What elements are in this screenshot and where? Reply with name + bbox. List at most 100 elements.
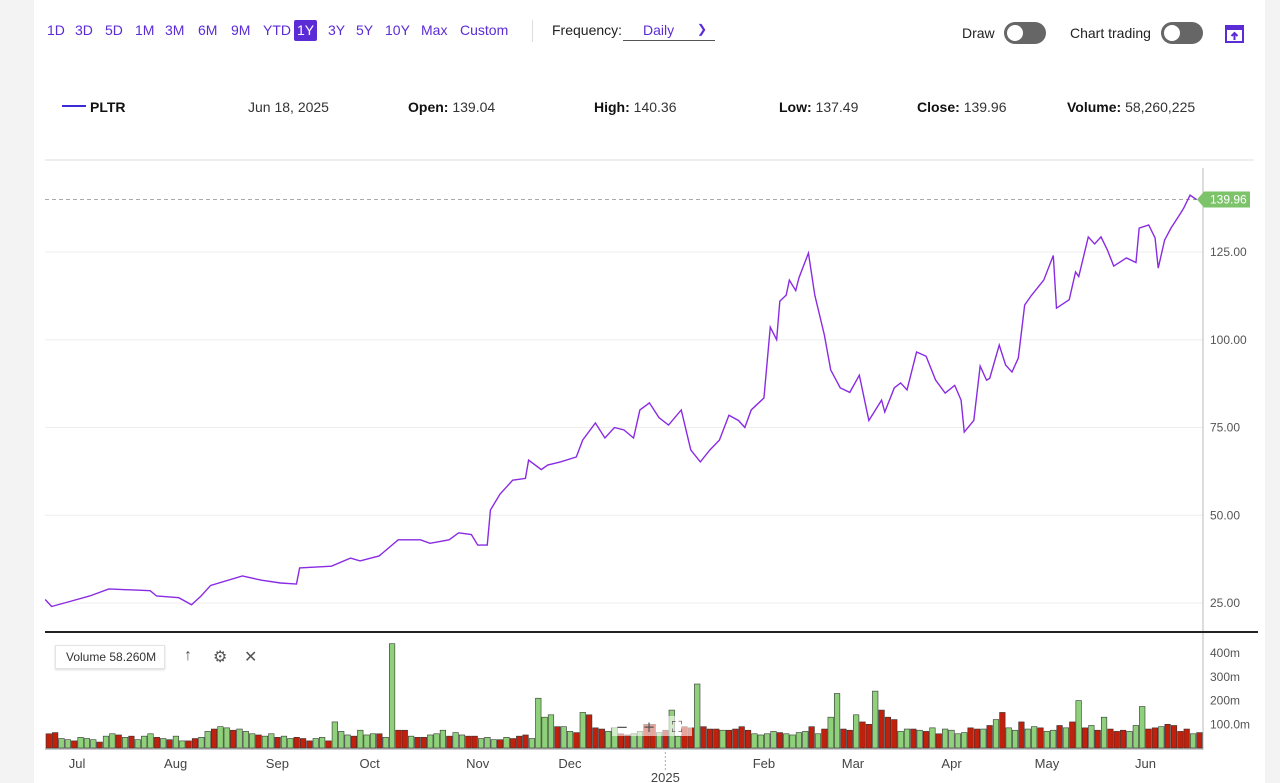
range-6m[interactable]: 6M (198, 22, 218, 38)
range-3d[interactable]: 3D (75, 22, 93, 38)
range-max[interactable]: Max (421, 22, 448, 38)
volume-bar (1183, 728, 1190, 749)
volume-bar (1145, 728, 1152, 749)
range-5d[interactable]: 5D (105, 22, 123, 38)
volume-bar (401, 729, 408, 749)
volume-bar (293, 737, 300, 749)
range-custom[interactable]: Custom (460, 22, 509, 38)
volume-bar (1177, 731, 1184, 749)
close-icon[interactable]: ✕ (244, 649, 258, 666)
volume-bar (1189, 733, 1197, 749)
volume-tick-label: 100.0m (1210, 717, 1250, 731)
draw-label: Draw (962, 25, 995, 41)
volume-bar (961, 732, 968, 749)
legend-high: High: 140.36 (594, 99, 677, 115)
popout-icon[interactable] (1224, 24, 1246, 44)
volume-bar (490, 739, 497, 749)
volume-bar (675, 735, 682, 749)
range-1d[interactable]: 1D (47, 22, 65, 38)
range-1m[interactable]: 1M (135, 22, 155, 38)
volume-bar (789, 734, 796, 749)
volume-bar (827, 716, 834, 749)
volume-tick-label: 200m (1210, 694, 1240, 708)
volume-bar (986, 725, 993, 749)
range-9m[interactable]: 9M (231, 22, 251, 38)
volume-bar (566, 731, 574, 749)
volume-bar (280, 735, 288, 749)
zoom-controls (612, 716, 692, 736)
volume-bar (172, 735, 179, 749)
zoom-in-icon[interactable]: + (643, 718, 656, 736)
volume-bar (141, 735, 148, 749)
volume-bar (1094, 729, 1101, 749)
volume-bar (522, 734, 529, 749)
last-price-label: 139.96 (1210, 192, 1247, 206)
volume-bar (96, 741, 103, 749)
volume-bar (1018, 721, 1025, 749)
volume-bar (1081, 727, 1089, 749)
volume-bar (306, 740, 313, 749)
frequency-select[interactable]: Daily ❯ (623, 20, 715, 41)
volume-bar (236, 728, 243, 749)
volume-bar (541, 716, 548, 749)
gear-icon[interactable]: ⚙ (213, 649, 228, 666)
volume-bar (1126, 731, 1133, 749)
volume-bar (503, 737, 510, 749)
volume-bar (185, 740, 192, 749)
x-tick-label: Apr (941, 756, 962, 771)
zoom-out-icon[interactable]: − (616, 718, 629, 736)
range-ytd[interactable]: YTD (263, 22, 291, 38)
volume-bar (312, 738, 319, 749)
volume-bar (217, 726, 224, 749)
volume-bar (808, 726, 815, 749)
volume-bar (64, 739, 71, 749)
volume-bar (903, 728, 911, 749)
volume-bar (363, 734, 370, 749)
fullscreen-icon[interactable]: ⛶ (672, 718, 683, 736)
range-3m[interactable]: 3M (165, 22, 185, 38)
frequency-value: Daily (643, 22, 675, 38)
volume-bar (376, 733, 383, 749)
y-tick-label: 75.00 (1210, 421, 1240, 435)
range-3y[interactable]: 3Y (328, 22, 346, 38)
x-tick-label: Jun (1135, 756, 1156, 771)
volume-bar (751, 733, 758, 749)
volume-bar (484, 737, 491, 749)
volume-bar (471, 735, 478, 749)
volume-bar (433, 733, 440, 749)
volume-bar (134, 739, 141, 749)
volume-bar (109, 733, 116, 749)
volume-study-label: Volume 58.260M (55, 645, 165, 669)
x-tick-label: Dec (558, 756, 582, 771)
volume-bar (992, 719, 1000, 749)
volume-bar (338, 731, 345, 749)
volume-bar (249, 733, 256, 749)
chart-trading-toggle[interactable] (1161, 22, 1203, 44)
volume-bar (1088, 725, 1095, 749)
volume-bar (1158, 726, 1165, 749)
volume-bar (713, 728, 720, 749)
divider (532, 20, 533, 42)
volume-bar (535, 697, 542, 749)
volume-bar (1132, 725, 1139, 749)
volume-bar (770, 731, 777, 749)
volume-bar (1151, 727, 1158, 749)
range-10y[interactable]: 10Y (385, 22, 410, 38)
arrow-up-icon[interactable]: ↑ (184, 647, 192, 664)
legend-symbol: PLTR (90, 99, 126, 115)
volume-bar (344, 734, 351, 749)
volume-bar (1075, 700, 1082, 749)
y-tick-label: 100.00 (1210, 333, 1247, 347)
range-5y[interactable]: 5Y (356, 22, 374, 38)
volume-bar (420, 737, 427, 749)
draw-toggle[interactable] (1004, 22, 1046, 44)
volume-bar (1113, 731, 1120, 749)
range-1y[interactable]: 1Y (294, 20, 318, 41)
volume-tick-label: 300m (1210, 670, 1240, 684)
volume-bar (395, 729, 402, 749)
volume-bar (605, 731, 612, 749)
volume-bar (191, 738, 199, 749)
volume-bar (725, 729, 733, 749)
volume-bar (516, 735, 523, 749)
